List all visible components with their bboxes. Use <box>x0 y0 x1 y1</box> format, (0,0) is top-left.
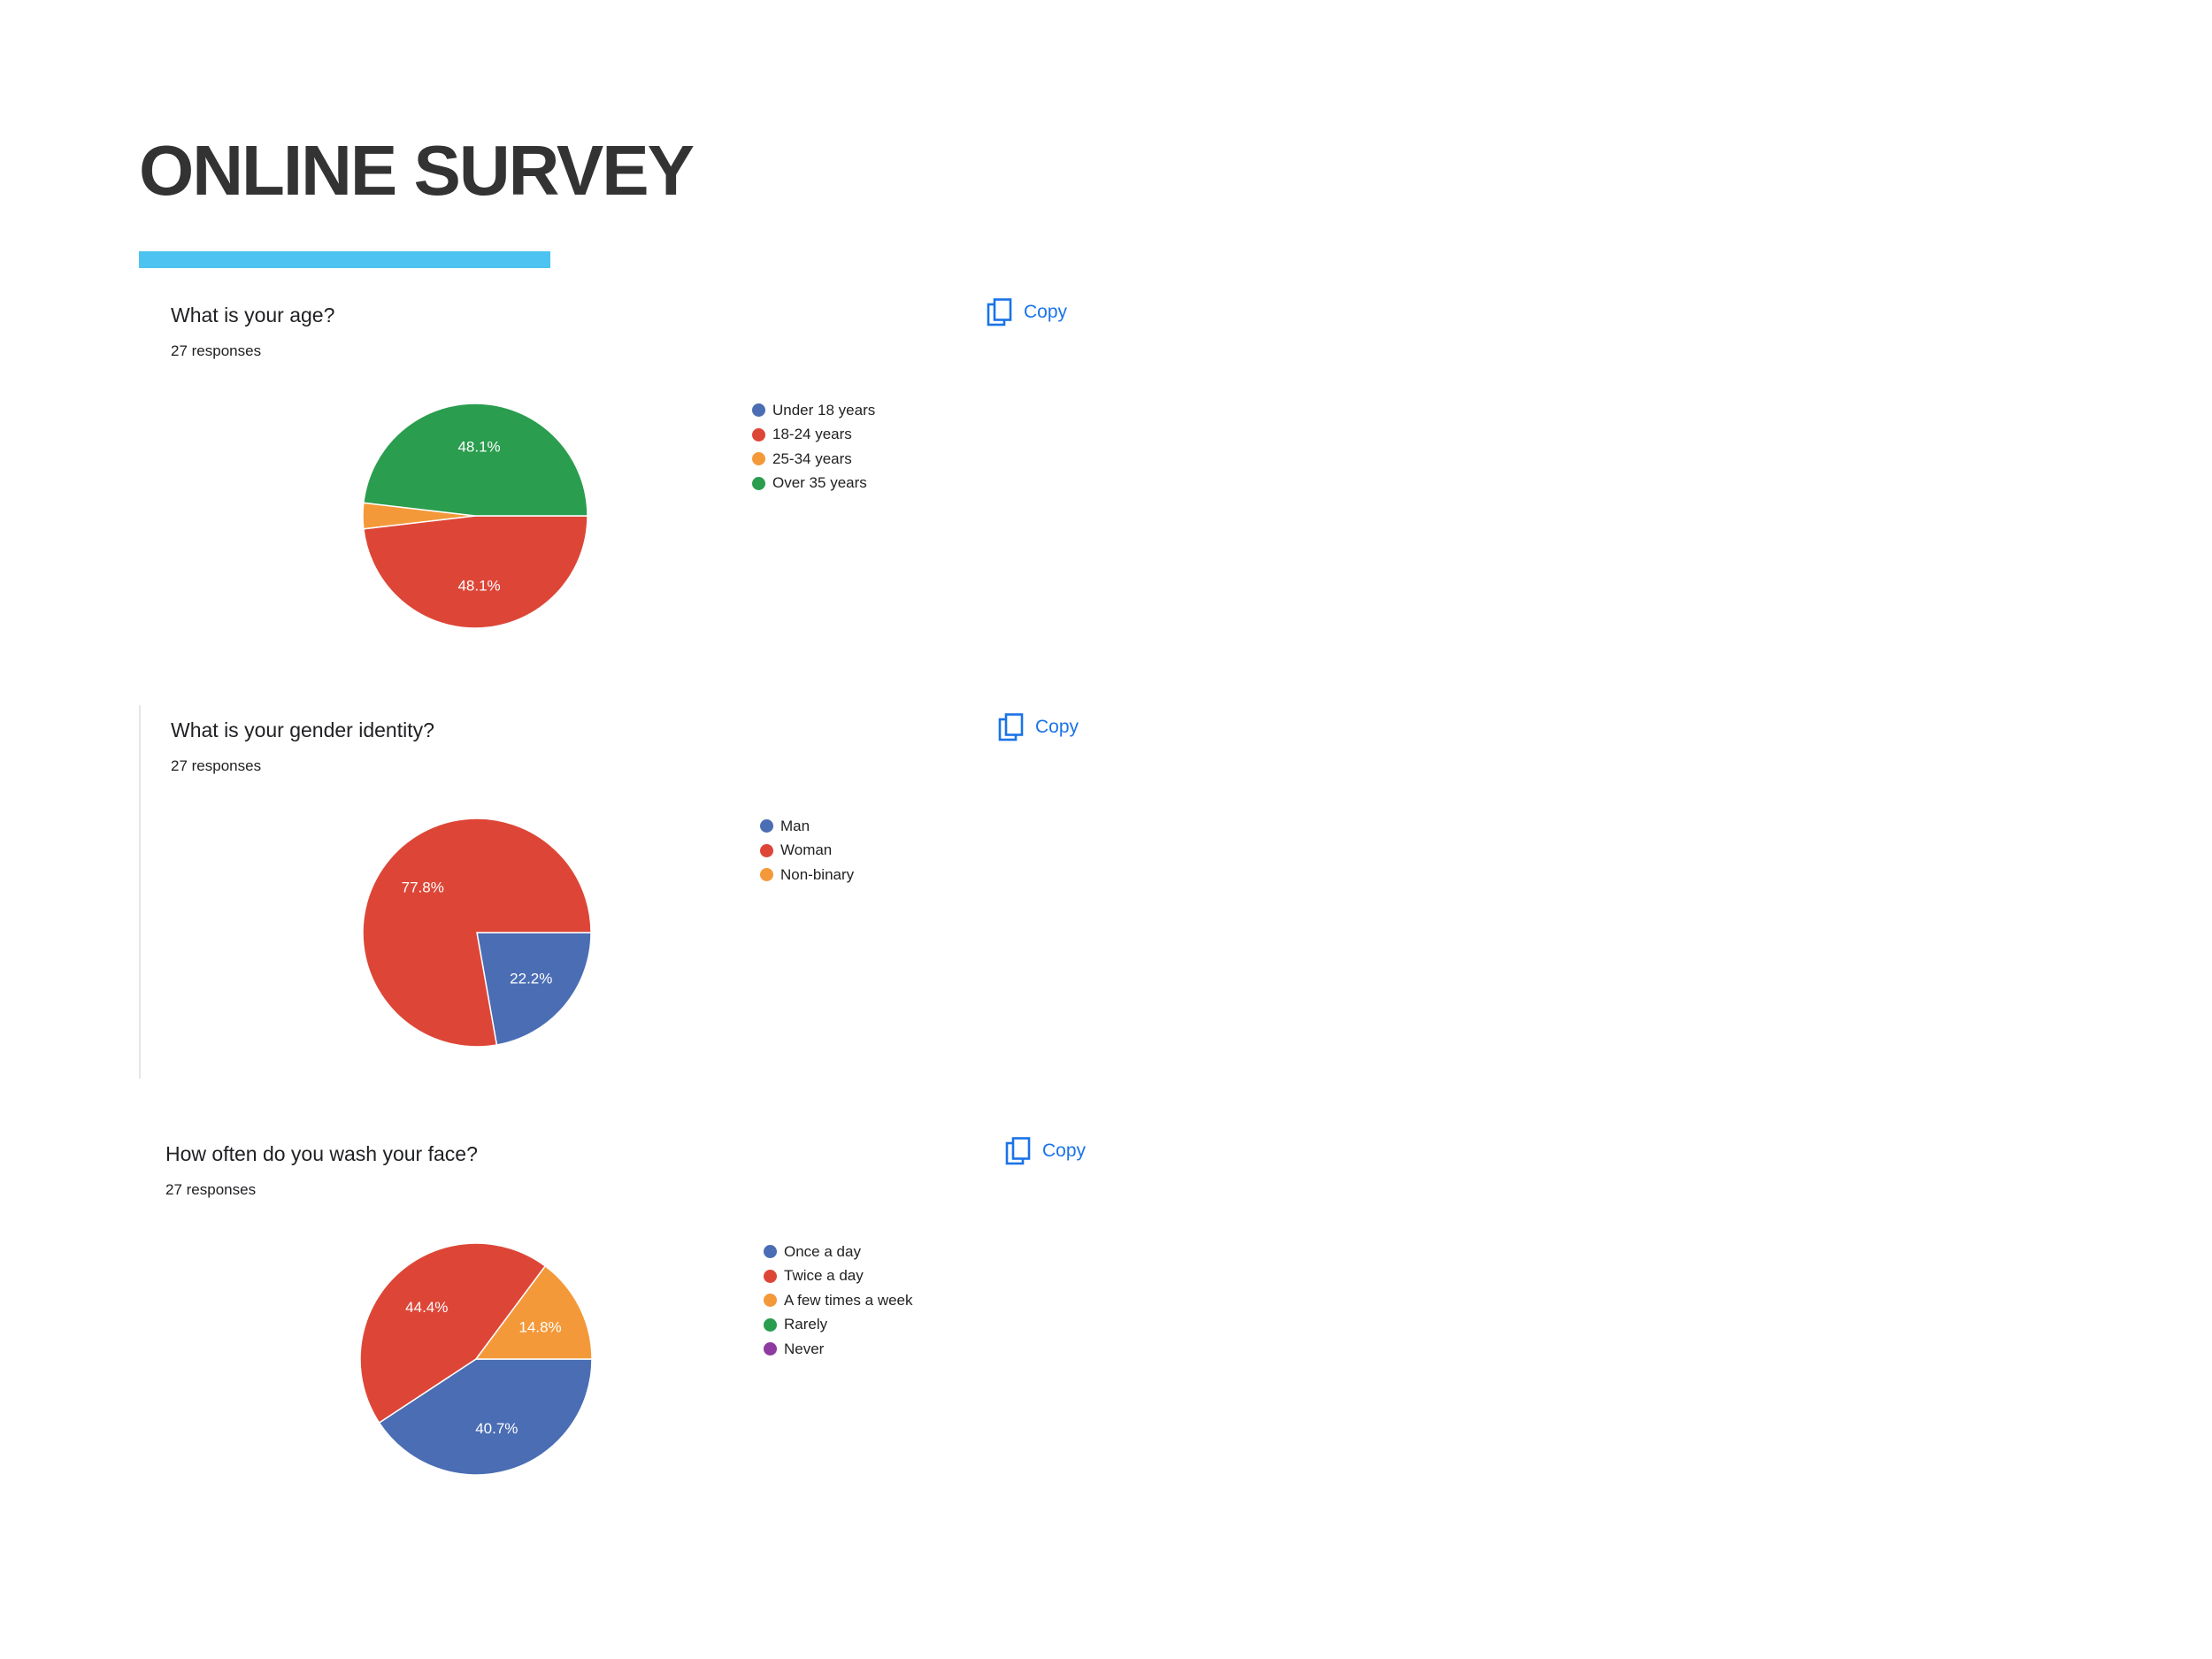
legend-item: Rarely <box>764 1313 913 1338</box>
pie-percent-label: 14.8% <box>518 1319 561 1336</box>
pie-percent-label: 48.1% <box>457 438 500 455</box>
legend-swatch <box>752 427 765 442</box>
survey-question-age: What is your age? 27 responses Copy 48.1… <box>0 0 1239 629</box>
pie-slice-18-24-years <box>363 515 588 629</box>
chart-legend: Man Woman Non-binary <box>760 814 854 887</box>
pie-percent-label: 48.1% <box>457 578 500 595</box>
legend-swatch <box>752 476 765 490</box>
question-title: How often do you wash your face? <box>165 1142 478 1165</box>
legend-item: A few times a week <box>764 1288 913 1313</box>
pie-percent-label: 77.8% <box>402 879 444 896</box>
legend-item: Man <box>760 814 854 839</box>
pie-slice-over-35-years <box>363 403 588 517</box>
legend-label: Never <box>784 1340 825 1357</box>
legend-swatch <box>764 1269 777 1283</box>
section-divider <box>139 705 141 1079</box>
legend-item: Once a day <box>764 1240 913 1264</box>
legend-label: A few times a week <box>784 1291 913 1309</box>
copy-label: Copy <box>1042 1141 1087 1161</box>
question-title: What is your age? <box>171 303 335 326</box>
legend-label: Non-binary <box>780 865 855 883</box>
copy-button[interactable]: Copy <box>987 298 1067 326</box>
legend-item: Non-binary <box>760 863 854 887</box>
pie-chart-age: 48.1% 48.1% <box>362 403 588 629</box>
pie-slice-a-few-times-a-week <box>474 1264 593 1360</box>
question-title: What is your gender identity? <box>171 718 434 741</box>
legend-swatch <box>760 819 773 833</box>
legend-label: Twice a day <box>784 1267 864 1285</box>
copy-button[interactable]: Copy <box>998 713 1079 741</box>
legend-label: Over 35 years <box>772 474 867 492</box>
survey-question-gender: What is your gender identity? 27 respons… <box>0 0 1239 1048</box>
pie-slice-woman <box>362 818 592 1048</box>
pie-percent-label: 40.7% <box>475 1420 518 1437</box>
legend-swatch <box>764 1342 777 1356</box>
legend-label: Woman <box>780 841 833 859</box>
legend-label: 18-24 years <box>772 426 852 443</box>
copy-icon <box>998 713 1024 741</box>
legend-item: 25-34 years <box>752 447 875 472</box>
response-count: 27 responses <box>171 342 262 359</box>
legend-item: Never <box>764 1337 913 1362</box>
pie-slice-man <box>476 932 592 1046</box>
legend-swatch <box>764 1245 777 1259</box>
copy-label: Copy <box>1035 717 1079 737</box>
legend-item: Under 18 years <box>752 398 875 423</box>
pie-percent-label: 44.4% <box>405 1299 448 1316</box>
legend-item: Woman <box>760 839 854 864</box>
legend-item: Over 35 years <box>752 472 875 496</box>
legend-item: Twice a day <box>764 1264 913 1289</box>
legend-swatch <box>752 452 765 466</box>
title-underline <box>139 251 550 268</box>
legend-label: Once a day <box>784 1242 861 1260</box>
pie-slice-twice-a-day <box>359 1242 547 1425</box>
legend-swatch <box>764 1294 777 1308</box>
page-title: ONLINE SURVEY <box>139 131 695 210</box>
response-count: 27 responses <box>171 757 262 774</box>
legend-swatch <box>760 843 773 857</box>
pie-percent-label: 22.2% <box>510 970 552 987</box>
chart-legend: Once a day Twice a day A few times a week R… <box>764 1240 913 1362</box>
chart-legend: Under 18 years 18-24 years 25-34 years Over… <box>752 398 875 495</box>
legend-label: Man <box>780 817 810 834</box>
legend-label: Under 18 years <box>772 401 876 419</box>
response-count: 27 responses <box>165 1181 257 1198</box>
copy-label: Copy <box>1024 302 1068 322</box>
legend-label: 25-34 years <box>772 449 852 467</box>
legend-item: 18-24 years <box>752 423 875 448</box>
copy-icon <box>987 298 1012 326</box>
legend-swatch <box>760 868 773 882</box>
survey-question-face-washing: How often do you wash your face? 27 resp… <box>0 0 1239 1476</box>
pie-chart-face-washing: 40.7% 44.4% 14.8% <box>359 1242 593 1476</box>
legend-label: Rarely <box>784 1316 828 1333</box>
pie-chart-gender: 22.2% 77.8% <box>362 818 592 1048</box>
legend-swatch <box>764 1317 777 1332</box>
copy-button[interactable]: Copy <box>1005 1137 1086 1165</box>
copy-icon <box>1005 1137 1031 1165</box>
legend-swatch <box>752 403 765 418</box>
